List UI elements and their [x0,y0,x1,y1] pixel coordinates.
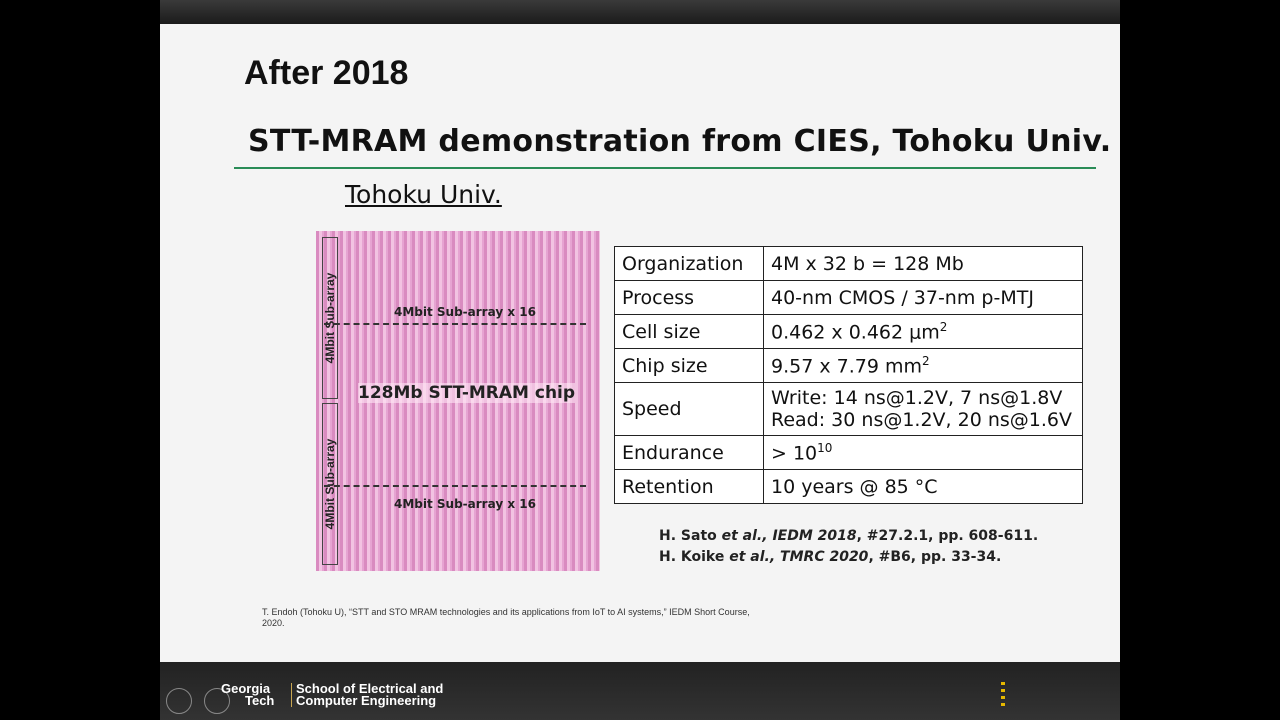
text-segment: > 10 [771,442,818,465]
value-line: 0.462 x 0.462 μm2 [771,320,1075,343]
row-label: Speed [614,382,764,436]
value-line: > 1010 [771,441,1075,464]
heading: After 2018 [244,54,409,92]
player-bar [160,662,1120,720]
school: School of Electrical and Computer Enginee… [291,681,444,708]
text-segment: 2 [922,353,930,368]
reference: H. Sato et al., IEDM 2018, #27.2.1, pp. … [659,526,1038,547]
slide: After 2018 STT-MRAM demonstration from C… [160,24,1120,662]
center-label: 128Mb STT-MRAM chip [358,383,576,403]
divider [324,485,586,487]
row-value: 0.462 x 0.462 μm2 [763,314,1083,349]
text-segment: , #B6, pp. 33-34. [868,549,1002,565]
logo-line: Georgia [221,681,271,696]
value-line: 9.57 x 7.79 mm2 [771,354,1075,377]
table-row: Endurance > 1010 [614,435,1083,470]
divider [324,323,586,325]
references: H. Sato et al., IEDM 2018, #27.2.1, pp. … [659,526,1038,568]
row-value: Write: 14 ns@1.2V, 7 ns@1.8V Read: 30 ns@… [763,382,1083,436]
text-segment: 10 [817,440,833,455]
table-row: Organization 4M x 32 b = 128 Mb [614,246,1083,281]
table-row: Process 40-nm CMOS / 37-nm p-MTJ [614,280,1083,315]
text-segment: 10 years @ 85 °C [771,475,938,498]
reference: H. Koike et al., TMRC 2020, #B6, pp. 33-… [659,547,1038,568]
window-bar [160,0,1120,24]
menu-button[interactable] [1001,682,1005,706]
bottom-label: 4Mbit Sub-array x 16 [394,497,536,511]
table-row: Cell size 0.462 x 0.462 μm2 [614,314,1083,349]
row-value: > 1010 [763,435,1083,470]
row-value: 4M x 32 b = 128 Mb [763,246,1083,281]
text-segment: et al., IEDM 2018 [721,528,857,544]
value-line: 40-nm CMOS / 37-nm p-MTJ [771,287,1075,309]
spec-table: Organization 4M x 32 b = 128 Mb Process 40-… [614,246,1083,504]
top-label: 4Mbit Sub-array x 16 [394,305,536,319]
value-line: Read: 30 ns@1.2V, 20 ns@1.6V [771,409,1075,431]
text-segment: Write: 14 ns@1.2V, 7 ns@1.8V [771,387,1063,409]
title: STT-MRAM demonstration from CIES, Tohoku… [248,124,1112,159]
row-label: Chip size [614,348,764,383]
text-segment: 4M x 32 b = 128 Mb [771,252,964,275]
source-label: Tohoku Univ. [345,180,502,209]
row-label: Retention [614,469,764,504]
prev-button[interactable] [166,688,192,714]
text-segment: , #27.2.1, pp. 608-611. [856,528,1039,544]
row-value: 10 years @ 85 °C [763,469,1083,504]
logo-line: Tech [245,693,275,708]
rule [234,167,1096,169]
row-label: Cell size [614,314,764,349]
table-row: Speed Write: 14 ns@1.2V, 7 ns@1.8V Read: 3… [614,382,1083,436]
value-line: Write: 14 ns@1.2V, 7 ns@1.8V [771,387,1075,409]
table-row: Chip size 9.57 x 7.79 mm2 [614,348,1083,383]
side-label: 4Mbit Sub-array [323,272,337,364]
row-value: 9.57 x 7.79 mm2 [763,348,1083,383]
text-segment: H. Koike [659,549,730,565]
chip-image: 4Mbit Sub-array 4Mbit Sub-array 4Mbit Su… [316,231,600,571]
text-segment: H. Sato [659,528,722,544]
row-label: Process [614,280,764,315]
next-button[interactable] [204,688,230,714]
text-segment: 40-nm CMOS / 37-nm p-MTJ [771,286,1034,309]
row-label: Endurance [614,435,764,470]
school-line: Computer Engineering [296,693,437,708]
text-segment: 0.462 x 0.462 μm [771,321,940,344]
footnote: T. Endoh (Tohoku U), “STT and STO MRAM t… [262,607,750,628]
school-line: School of Electrical and [296,681,444,696]
text-segment: 9.57 x 7.79 mm [771,355,922,378]
value-line: 4M x 32 b = 128 Mb [771,253,1075,275]
text-segment: Read: 30 ns@1.2V, 20 ns@1.6V [771,409,1073,431]
logo: Georgia Tech [221,681,275,708]
text-segment: et al., TMRC 2020 [729,549,869,565]
row-label: Organization [614,246,764,281]
row-value: 40-nm CMOS / 37-nm p-MTJ [763,280,1083,315]
side-box: 4Mbit Sub-array [322,403,338,565]
side-label: 4Mbit Sub-array [323,438,337,530]
table-row: Retention 10 years @ 85 °C [614,469,1083,504]
text-segment: 2 [939,319,948,334]
side-box: 4Mbit Sub-array [322,237,338,399]
value-line: 10 years @ 85 °C [771,476,1075,498]
